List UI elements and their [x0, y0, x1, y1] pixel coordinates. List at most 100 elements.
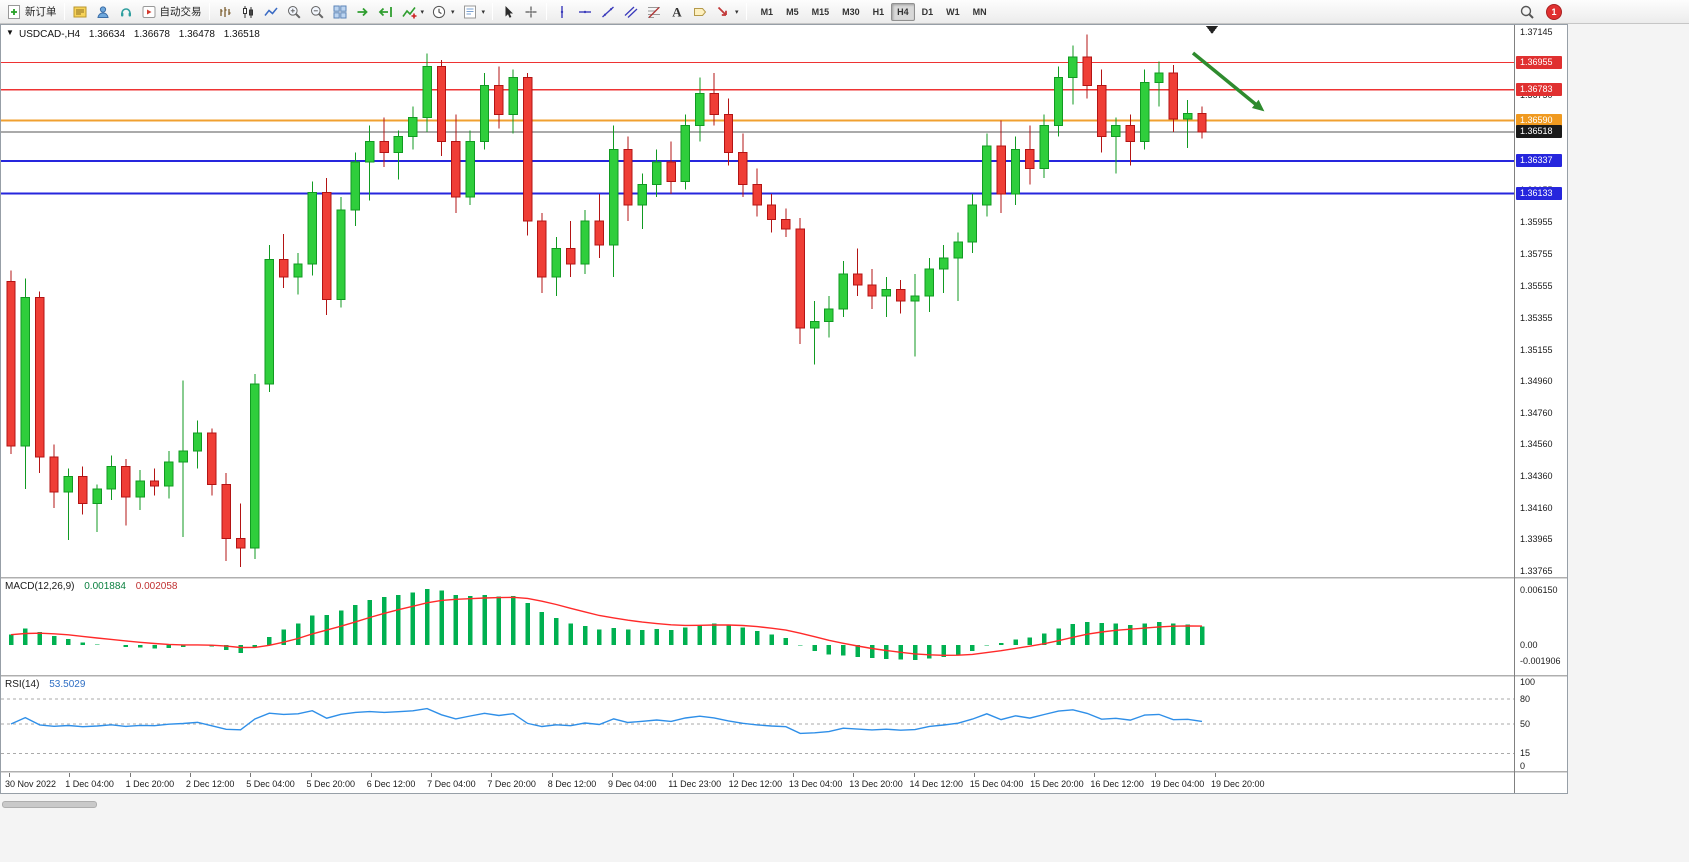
- candle-body: [78, 475, 88, 504]
- pane-separator[interactable]: [1, 577, 1567, 579]
- symbol-period-label: USDCAD-,H4: [19, 29, 81, 40]
- arrow-tools-dropdown-arrow[interactable]: ▾: [735, 8, 739, 16]
- auto-scroll-button[interactable]: [352, 2, 374, 22]
- timeframe-d1-button[interactable]: D1: [916, 3, 940, 21]
- toolbar-separator: [492, 3, 494, 20]
- pane-separator[interactable]: [1, 771, 1567, 773]
- line-chart-button[interactable]: [260, 2, 282, 22]
- notifications-badge[interactable]: 1: [1546, 4, 1562, 20]
- time-tick: [1094, 773, 1096, 777]
- candle-body: [752, 184, 762, 206]
- horizontal-scrollbar-thumb[interactable]: [2, 801, 97, 808]
- candlestick-chart-button[interactable]: [237, 2, 259, 22]
- time-axis[interactable]: 30 Nov 2022 1 Dec 04:00 1 Dec 20:00 2 Dec 1…: [1, 773, 1515, 793]
- arrow-tools-button[interactable]: ▾: [712, 2, 742, 22]
- trendline-icon: [602, 5, 615, 18]
- periods-dropdown-arrow[interactable]: ▾: [451, 8, 455, 16]
- indicators-button[interactable]: ▾: [398, 2, 428, 22]
- text-button[interactable]: A: [666, 2, 688, 22]
- macd-axis-max: 0.006150: [1520, 585, 1558, 595]
- trend-arrow-head: [1251, 99, 1265, 112]
- candle-body: [465, 140, 475, 198]
- indicators-dropdown-arrow[interactable]: ▾: [420, 8, 425, 16]
- line-chart-icon: [263, 7, 278, 16]
- timeframe-m5-button[interactable]: M5: [780, 3, 805, 21]
- price-tick-label: 1.34760: [1520, 407, 1553, 418]
- pane-separator[interactable]: [1, 675, 1567, 677]
- bar-chart-button[interactable]: [214, 2, 236, 22]
- candle-body: [1183, 113, 1193, 120]
- candle-body: [967, 204, 978, 243]
- time-tick: [973, 773, 975, 777]
- rsi-axis-label: 50: [1520, 719, 1531, 729]
- channel-button[interactable]: [620, 2, 642, 22]
- zoom-in-button[interactable]: [283, 2, 305, 22]
- candle-body: [336, 209, 346, 300]
- templates-button[interactable]: ▾: [459, 2, 489, 22]
- rsi-label: RSI(14) 53.5029: [5, 679, 92, 690]
- horizontal-line-button[interactable]: [574, 2, 596, 22]
- price-axis-border: [1514, 25, 1515, 793]
- fibonacci-button[interactable]: [643, 2, 665, 22]
- candle-body: [121, 466, 131, 498]
- time-label: 12 Dec 12:00: [728, 779, 783, 789]
- chart-shift-button[interactable]: [375, 2, 397, 22]
- search-button[interactable]: [1516, 2, 1538, 22]
- timeframe-h1-button[interactable]: H1: [867, 3, 891, 21]
- chart-shift-marker[interactable]: [1206, 26, 1218, 34]
- autotrading-button[interactable]: 自动交易: [138, 2, 205, 22]
- candle-body: [1025, 148, 1035, 170]
- candle-body: [322, 191, 332, 300]
- zoom-out-button[interactable]: [306, 2, 328, 22]
- time-label: 1 Dec 04:00: [65, 779, 114, 789]
- price-badge: 1.36783: [1516, 82, 1562, 96]
- time-tick: [792, 773, 794, 777]
- timeframe-mn-button[interactable]: MN: [967, 3, 993, 21]
- text-label-button[interactable]: [689, 2, 711, 22]
- candle-body: [49, 456, 59, 493]
- candle-body: [422, 66, 432, 118]
- trend-arrow-annotation[interactable]: [1191, 51, 1261, 109]
- macd-axis[interactable]: 0.006150 0.00 -0.001906: [1516, 579, 1567, 675]
- market-depth-button[interactable]: [69, 2, 91, 22]
- candle-body: [20, 297, 30, 447]
- support-button[interactable]: [115, 2, 137, 22]
- new-order-button[interactable]: 新订单: [3, 2, 60, 22]
- trendline-button[interactable]: [597, 2, 619, 22]
- chat-button[interactable]: [92, 2, 114, 22]
- chart-shift-icon: [378, 6, 392, 17]
- timeframe-m1-button[interactable]: M1: [755, 3, 780, 21]
- tile-windows-button[interactable]: [329, 2, 351, 22]
- candle-body: [508, 77, 518, 115]
- macd-canvas[interactable]: [1, 579, 1515, 675]
- candle-body: [149, 480, 160, 487]
- ohlc-close: 1.36518: [223, 29, 260, 40]
- price-axis[interactable]: 1.371451.369451.367501.365501.363501.361…: [1516, 25, 1567, 577]
- rsi-canvas[interactable]: [1, 677, 1515, 771]
- candlestick-chart-icon: [242, 5, 253, 18]
- time-label: 7 Dec 04:00: [427, 779, 476, 789]
- candle-body: [637, 184, 648, 206]
- time-tick: [310, 773, 312, 777]
- timeframe-m15-button[interactable]: M15: [806, 3, 836, 21]
- timeframe-h4-button[interactable]: H4: [891, 2, 915, 21]
- rsi-axis[interactable]: 100 80 50 15 0: [1516, 677, 1567, 771]
- toolbar-separator: [745, 3, 747, 20]
- candle-body: [738, 152, 748, 185]
- one-click-trading-toggle[interactable]: ▼: [6, 28, 14, 37]
- timeframe-m30-button[interactable]: M30: [836, 3, 866, 21]
- time-tick: [69, 773, 71, 777]
- timeframe-w1-button[interactable]: W1: [940, 3, 966, 21]
- zoom-out-icon: [310, 5, 324, 19]
- crosshair-button[interactable]: [520, 2, 542, 22]
- vertical-line-button[interactable]: [551, 2, 573, 22]
- toolbar-separator: [63, 3, 65, 20]
- periods-button[interactable]: ▾: [428, 2, 458, 22]
- cursor-button[interactable]: [497, 2, 519, 22]
- main-chart-canvas[interactable]: [1, 25, 1515, 577]
- price-tick-label: 1.34560: [1520, 439, 1553, 450]
- candle-body: [92, 488, 102, 504]
- time-label: 16 Dec 12:00: [1090, 779, 1144, 789]
- templates-dropdown-arrow[interactable]: ▾: [481, 8, 486, 16]
- zoom-in-icon: [287, 5, 301, 19]
